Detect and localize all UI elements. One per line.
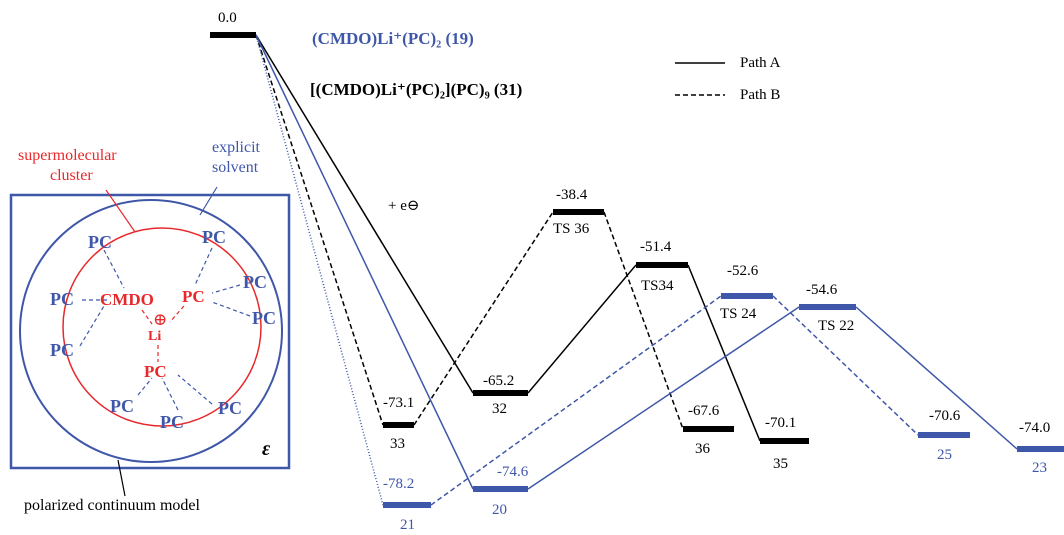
level-ts34-value: -51.4 bbox=[640, 239, 672, 255]
solvent-callout bbox=[199, 186, 218, 216]
pc-cluster-1: PC bbox=[182, 287, 205, 306]
electron-label: + e⊖ bbox=[388, 198, 419, 214]
solvation-model: supermolecular cluster explicit solvent … bbox=[9, 139, 291, 514]
level-20-value: -74.6 bbox=[497, 464, 529, 480]
pc-outer-9: PC bbox=[160, 412, 184, 432]
level-36-label: 36 bbox=[695, 441, 711, 457]
pc-outer-8: PC bbox=[218, 398, 242, 418]
plus-charge-icon: ⊕ bbox=[153, 310, 167, 329]
pc-outer-4: PC bbox=[50, 289, 74, 309]
cluster-callout bbox=[105, 189, 136, 233]
continuum-label: polarized continuum model bbox=[24, 497, 201, 514]
level-25-label: 25 bbox=[937, 447, 952, 463]
level-23-value: -74.0 bbox=[1019, 420, 1050, 436]
level-ts24-label: TS 24 bbox=[720, 306, 757, 322]
level-ts36-label: TS 36 bbox=[553, 221, 590, 237]
solvent-label-1: explicit bbox=[212, 139, 261, 156]
level-32-label: 32 bbox=[492, 401, 507, 417]
level-33-label: 33 bbox=[390, 436, 405, 452]
level-start-value: 0.0 bbox=[218, 10, 237, 26]
level-35-label: 35 bbox=[773, 456, 788, 472]
epsilon-label: ε bbox=[262, 438, 271, 460]
path-to-21-dotted bbox=[255, 34, 384, 506]
level-35-value: -70.1 bbox=[765, 415, 796, 431]
path-b-blue-connectors bbox=[430, 295, 919, 506]
cluster-label-1: supermolecular bbox=[18, 147, 117, 164]
pc-outer-5: PC bbox=[252, 308, 276, 328]
continuum-callout bbox=[117, 459, 126, 497]
pc-outer-1: PC bbox=[88, 232, 112, 252]
system-31-title: [(CMDO)Li⁺(PC)₂](PC)₉ (31) bbox=[310, 80, 522, 99]
level-ts24-value: -52.6 bbox=[727, 263, 759, 279]
pc-outer-6: PC bbox=[50, 340, 74, 360]
pc-outer-7: PC bbox=[110, 396, 134, 416]
level-21-value: -78.2 bbox=[383, 476, 414, 492]
level-25-value: -70.6 bbox=[929, 408, 961, 424]
level-21-label: 21 bbox=[400, 517, 415, 533]
cmdo-label: CMDO bbox=[100, 290, 154, 309]
level-23-label: 23 bbox=[1032, 460, 1047, 476]
coordination-lines bbox=[79, 247, 251, 411]
level-ts22-label: TS 22 bbox=[818, 318, 854, 334]
level-20-label: 20 bbox=[492, 502, 507, 518]
pc-outer-2: PC bbox=[202, 227, 226, 247]
level-ts34-label: TS34 bbox=[641, 278, 674, 294]
path-b-legend-label: Path B bbox=[740, 87, 780, 103]
level-ts36-value: -38.4 bbox=[556, 187, 588, 203]
li-label: Li bbox=[148, 329, 161, 344]
solvent-label-2: solvent bbox=[212, 159, 259, 176]
cluster-circle bbox=[62, 227, 262, 427]
level-36-value: -67.6 bbox=[688, 403, 720, 419]
pc-cluster-2: PC bbox=[144, 362, 167, 381]
level-32-value: -65.2 bbox=[483, 373, 514, 389]
path-b-black-connectors bbox=[255, 34, 684, 430]
path-a-blue-connectors bbox=[255, 34, 1018, 490]
system-19-title: (CMDO)Li⁺(PC)₂ (19) bbox=[312, 29, 474, 48]
explicit-solvent-circle bbox=[19, 199, 283, 463]
path-a-legend-label: Path A bbox=[740, 55, 781, 71]
cluster-label-2: cluster bbox=[50, 167, 93, 184]
pc-outer-3: PC bbox=[243, 272, 267, 292]
level-ts22-value: -54.6 bbox=[806, 282, 838, 298]
level-33-value: -73.1 bbox=[383, 395, 414, 411]
li-bonds bbox=[141, 305, 185, 362]
path-a-black-connectors bbox=[255, 34, 761, 442]
continuum-box bbox=[9, 193, 291, 470]
